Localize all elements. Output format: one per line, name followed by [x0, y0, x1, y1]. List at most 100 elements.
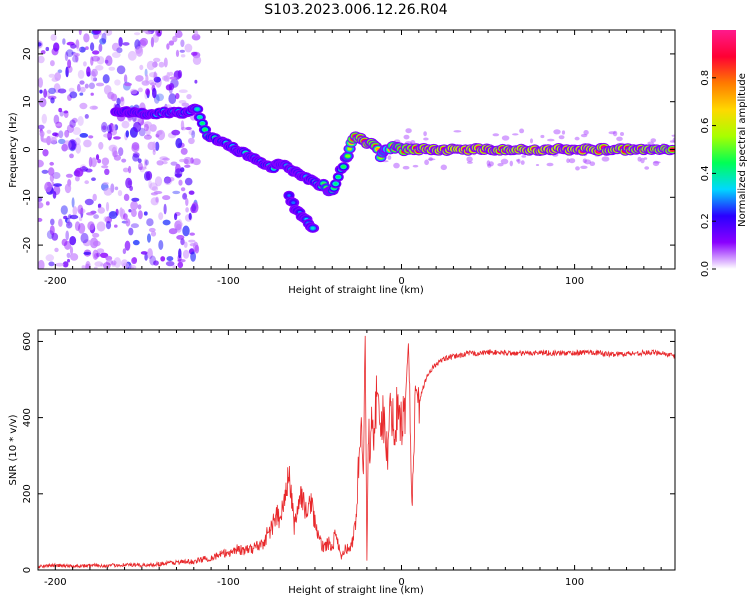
spectrogram-halo-blob: [424, 159, 429, 166]
spectrogram-noise-blob: [116, 65, 126, 75]
spectrogram-noise-blob: [151, 186, 159, 192]
spectrogram-halo-blob: [601, 156, 610, 162]
spectrogram-noise-blob: [100, 252, 109, 258]
spectrogram-noise-blob: [105, 201, 110, 212]
spectrogram-noise-blob: [52, 132, 58, 137]
snr-y-tick-label: 600: [22, 332, 33, 351]
spectrogram-noise-blob: [100, 121, 108, 133]
figure-title: S103.2023.006.12.26.R04: [264, 2, 447, 18]
spectrogram-noise-blob: [71, 197, 75, 208]
spectrogram-noise-blob: [103, 85, 112, 95]
spectrogram-noise-blob: [174, 168, 183, 179]
spectrogram-noise-blob: [74, 137, 81, 146]
spectrogram-noise-blob: [102, 125, 107, 130]
spectrogram-noise-blob: [80, 232, 89, 244]
spectrogram-halo-blob: [589, 161, 596, 166]
spectrogram-noise-blob: [50, 97, 55, 104]
spectrogram-noise-blob: [69, 91, 78, 99]
spectrogram-noise-blob: [107, 131, 112, 141]
spectrogram-noise-blob: [53, 42, 60, 52]
spectrogram-noise-blob: [154, 141, 160, 151]
spectrogram-halo-blob: [546, 162, 554, 167]
spectrogram-branch-blob: [287, 194, 291, 197]
spectrogram-noise-blob: [40, 50, 46, 55]
spectrogram-noise-blob: [69, 119, 76, 128]
spectrogram-noise-blob: [123, 213, 128, 221]
spectrogram-noise-blob: [75, 143, 82, 154]
spectrogram-noise-blob: [52, 191, 57, 199]
spectrogram-noise-blob: [125, 130, 129, 138]
spectrogram-noise-blob: [194, 244, 200, 254]
spectrogram-noise-blob: [163, 176, 172, 184]
spectrogram-noise-blob: [130, 88, 138, 95]
spectrogram-noise-blob: [188, 129, 195, 136]
spectrogram-noise-blob: [174, 220, 182, 231]
spectrogram-noise-blob: [50, 218, 55, 226]
spectrogram-halo-blob: [568, 158, 576, 164]
spectrogram-noise-blob: [97, 159, 101, 164]
spectrogram-noise-blob: [114, 79, 121, 86]
spectrogram-noise-blob: [180, 39, 185, 48]
spectrogram-noise-blob: [182, 193, 188, 200]
spectrogram-noise-blob: [168, 40, 175, 46]
spectrogram-noise-blob: [81, 265, 86, 269]
spectrogram-noise-blob: [175, 49, 180, 58]
spectrogram-branch-blob: [291, 201, 296, 205]
spectrogram-noise-blob: [93, 214, 99, 219]
spectrogram-noise-blob: [130, 200, 139, 211]
spectrogram-noise-blob: [155, 93, 164, 102]
spectrogram-noise-blob: [111, 260, 117, 266]
spectrogram-noise-blob: [145, 171, 153, 181]
spectrogram-noise-blob: [172, 190, 181, 195]
spectrogram-noise-blob: [62, 38, 66, 45]
spectrogram-noise-blob: [138, 166, 147, 170]
spectrogram-noise-blob: [83, 251, 91, 255]
spectrogram-noise-blob: [41, 169, 49, 174]
spectrogram-noise-blob: [182, 225, 190, 237]
spectrogram-halo-blob: [453, 130, 462, 133]
snr-x-tick-label: -100: [217, 577, 240, 588]
spectrogram-noise-blob: [91, 68, 98, 77]
spectrogram-noise-blob: [192, 55, 202, 65]
spectrogram-noise-blob: [77, 204, 84, 215]
spectrogram-ridge-blob: [334, 182, 338, 186]
spectrogram-noise-blob: [38, 42, 42, 47]
spectrogram-noise-blob: [77, 69, 85, 79]
spectrogram-noise-blob: [162, 75, 168, 81]
spectrogram-noise-blob: [43, 88, 47, 99]
spectrogram-noise-blob: [147, 248, 153, 260]
spectrogram-noise-blob: [102, 181, 110, 185]
spectrogram-noise-blob: [45, 254, 55, 262]
spectrogram-noise-blob: [111, 51, 121, 59]
spectrogram-noise-blob: [103, 216, 108, 222]
spectrogram-noise-blob: [48, 167, 55, 176]
spectrogram-noise-blob: [152, 141, 156, 153]
spectrogram-noise-blob: [191, 33, 201, 41]
spectrogram-noise-blob: [66, 221, 73, 229]
spectrogram-noise-blob: [128, 264, 137, 269]
spectrogram-noise-blob: [78, 208, 86, 214]
spectrogram-noise-blob: [175, 223, 182, 233]
spectrogram-noise-blob: [84, 180, 89, 185]
spectrogram-ridge-blob: [341, 165, 346, 169]
snr-series: [38, 335, 675, 569]
spectrogram-noise-blob: [94, 261, 104, 267]
spectrogram-noise-blob: [188, 137, 195, 145]
spectrogram-noise-blob: [44, 181, 52, 193]
spectrogram-ridge: [110, 103, 675, 233]
spectrogram-noise-blob: [166, 256, 174, 262]
spectrogram-noise-blob: [77, 116, 84, 126]
colorbar-label: Normalized spectral amplitude: [737, 73, 748, 227]
spectrogram-halo-blob: [672, 137, 675, 143]
spectrogram-halo-blob: [428, 157, 433, 162]
spectrogram-noise-blob: [160, 256, 166, 262]
spectrogram-ridge-blob: [345, 154, 351, 158]
spectrogram-noise-blob: [38, 97, 47, 108]
spectrogram-noise-blob: [145, 159, 149, 166]
spectrogram-noise-blob: [48, 261, 55, 267]
spectrogram-halo-blob: [387, 155, 392, 160]
spectrogram-halo-blob: [516, 159, 520, 162]
spectrogram-noise-blob: [69, 236, 77, 246]
spectrogram-noise-blob: [95, 82, 105, 87]
spectrogram-noise-blob: [111, 262, 116, 267]
